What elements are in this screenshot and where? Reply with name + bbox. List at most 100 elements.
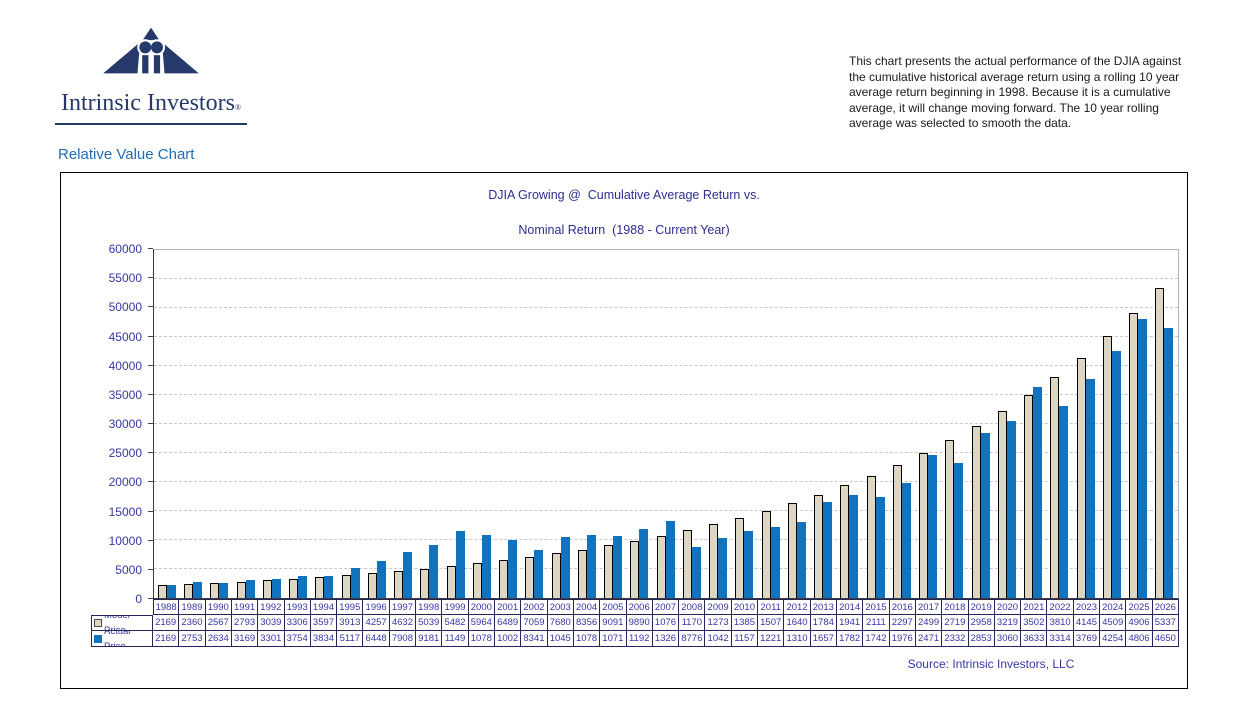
model-price-bar bbox=[499, 560, 509, 598]
year-cell: 2013 bbox=[810, 599, 837, 615]
model-price-bar bbox=[472, 563, 482, 598]
y-axis-label: 45000 bbox=[108, 329, 142, 344]
value-cell: 1273 bbox=[705, 615, 732, 631]
model-price-bar bbox=[315, 577, 325, 598]
y-axis-label: 30000 bbox=[108, 417, 142, 431]
value-cell: 1221 bbox=[758, 631, 785, 647]
value-cell: 5039 bbox=[416, 615, 443, 631]
bar-group-1999 bbox=[443, 250, 469, 598]
year-cell: 2024 bbox=[1100, 599, 1127, 615]
value-cell: 1742 bbox=[863, 631, 890, 647]
bar-group-2014 bbox=[837, 250, 863, 598]
actual-price-bar bbox=[481, 535, 491, 598]
year-cell: 1989 bbox=[179, 599, 206, 615]
value-cell: 1157 bbox=[731, 631, 759, 647]
model-price-bar bbox=[656, 535, 666, 598]
value-cell: 1042 bbox=[705, 631, 732, 647]
model-price-bar bbox=[289, 578, 299, 598]
bar-group-1991 bbox=[233, 250, 259, 598]
y-axis-tick bbox=[148, 452, 153, 454]
value-cell: 1078 bbox=[468, 631, 495, 647]
value-cell: 5482 bbox=[442, 615, 469, 631]
year-cell: 1995 bbox=[337, 599, 364, 615]
year-cell: 2005 bbox=[600, 599, 627, 615]
actual-price-bar bbox=[271, 578, 281, 598]
bars-layer bbox=[154, 250, 1178, 598]
actual-price-bar bbox=[403, 552, 413, 598]
bar-group-2005 bbox=[600, 250, 626, 598]
y-axis-tick bbox=[148, 306, 153, 308]
model-price-bar bbox=[840, 485, 850, 598]
actual-price-bar bbox=[429, 544, 439, 598]
value-cell: 1078 bbox=[573, 631, 601, 647]
value-cell: 8341 bbox=[521, 631, 548, 647]
y-axis-label: 5000 bbox=[115, 562, 142, 577]
bar-group-2000 bbox=[469, 250, 495, 598]
y-axis-label: 50000 bbox=[108, 300, 142, 315]
company-name: Intrinsic Investors® bbox=[60, 90, 242, 116]
year-cell: 1988 bbox=[153, 599, 180, 615]
actual-price-bar bbox=[613, 535, 623, 598]
model-price-bar bbox=[997, 411, 1007, 598]
year-cell: 1994 bbox=[310, 599, 338, 615]
value-cell: 4509 bbox=[1100, 615, 1127, 631]
model-price-bar bbox=[577, 549, 587, 598]
value-cell: 1784 bbox=[810, 615, 837, 631]
y-axis-tick bbox=[148, 277, 153, 279]
actual-price-bar bbox=[928, 454, 938, 598]
year-cell: 2026 bbox=[1152, 599, 1179, 615]
bar-group-2016 bbox=[889, 250, 915, 598]
value-cell: 3769 bbox=[1073, 631, 1101, 647]
value-cell: 2753 bbox=[179, 631, 206, 647]
year-cell: 1992 bbox=[258, 599, 285, 615]
value-cell: 9890 bbox=[626, 615, 653, 631]
bar-group-1997 bbox=[390, 250, 416, 598]
model-price-bar bbox=[682, 530, 692, 598]
value-cell: 2471 bbox=[915, 631, 943, 647]
model-price-bar bbox=[919, 453, 929, 598]
model-price-legend-marker-icon bbox=[94, 619, 102, 627]
value-cell: 1657 bbox=[810, 631, 837, 647]
bar-group-2026 bbox=[1152, 250, 1178, 598]
actual-price-bar bbox=[796, 522, 806, 598]
value-cell: 6448 bbox=[363, 631, 390, 647]
actual-price-bar bbox=[534, 549, 544, 598]
y-axis-label: 35000 bbox=[108, 387, 142, 402]
model-price-bar bbox=[420, 568, 430, 598]
year-cell: 2022 bbox=[1047, 599, 1074, 615]
y-axis-label: 10000 bbox=[108, 533, 142, 548]
actual-price-bar bbox=[193, 582, 203, 598]
year-cell: 2020 bbox=[994, 599, 1022, 615]
y-axis-label: 60000 bbox=[108, 242, 142, 256]
bar-group-2015 bbox=[863, 250, 889, 598]
value-cell: 4632 bbox=[389, 615, 417, 631]
bar-group-1998 bbox=[417, 250, 443, 598]
bar-group-2017 bbox=[915, 250, 941, 598]
bar-group-2025 bbox=[1125, 250, 1151, 598]
bar-group-1993 bbox=[285, 250, 311, 598]
model-price-bar bbox=[630, 540, 640, 598]
value-cell: 1385 bbox=[731, 615, 759, 631]
value-cell: 1640 bbox=[784, 615, 811, 631]
actual-price-bar bbox=[1111, 351, 1121, 598]
actual-price-bar bbox=[219, 582, 229, 598]
value-cell: 1507 bbox=[758, 615, 785, 631]
value-cell: 7680 bbox=[547, 615, 574, 631]
year-cell: 2009 bbox=[705, 599, 732, 615]
year-cell: 1990 bbox=[205, 599, 232, 615]
actual-price-bar bbox=[560, 537, 570, 598]
value-cell: 5337 bbox=[1152, 615, 1179, 631]
value-cell: 4254 bbox=[1100, 631, 1127, 647]
actual-price-bar bbox=[875, 496, 885, 598]
bar-group-1992 bbox=[259, 250, 285, 598]
actual-price-bar bbox=[455, 531, 465, 598]
value-cell: 1310 bbox=[784, 631, 811, 647]
y-axis-tick bbox=[148, 568, 153, 570]
value-cell: 2499 bbox=[915, 615, 943, 631]
bar-group-1995 bbox=[338, 250, 364, 598]
chart-title-line2: Nominal Return (1988 - Current Year) bbox=[518, 223, 730, 237]
year-cell: 2025 bbox=[1126, 599, 1153, 615]
bar-group-1994 bbox=[312, 250, 338, 598]
bar-group-2006 bbox=[627, 250, 653, 598]
bar-group-1996 bbox=[364, 250, 390, 598]
